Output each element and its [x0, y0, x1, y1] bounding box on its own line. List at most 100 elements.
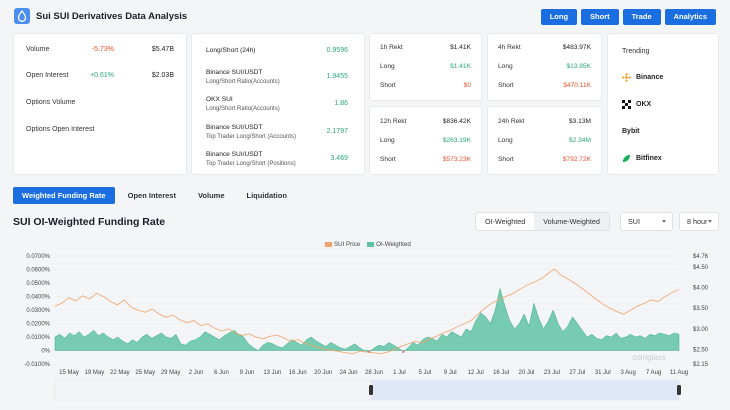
- header-nav: Long Short Trade Analytics: [540, 9, 716, 25]
- tab-open-interest[interactable]: Open Interest: [127, 191, 176, 200]
- rekt-total: $483.97K: [562, 44, 591, 51]
- x-tick-label: 7 Aug: [646, 370, 661, 376]
- exchange-name: OKX: [636, 100, 652, 108]
- short-button[interactable]: Short: [581, 9, 619, 25]
- open-interest-label: Open Interest: [26, 72, 69, 79]
- ratio-value: 0.9596: [326, 47, 348, 54]
- ratio-row: OKX SUI Long/Short Ratio(Accounts) 1.86: [206, 96, 348, 116]
- x-tick-label: 31 Jul: [595, 370, 611, 376]
- rekt-long-row: Long $263.19K: [380, 137, 471, 147]
- ratio-sublabel: Top Trader Long/Short (Accounts): [206, 134, 297, 140]
- rekt-total-row: 1h Rekt $1.41K: [380, 44, 471, 54]
- chart-tabs: Weighted Funding Rate Open Interest Volu…: [13, 187, 296, 204]
- rekt-short-value: $470.11K: [563, 82, 591, 89]
- x-tick-label: 27 Jul: [569, 370, 585, 376]
- symbol-select[interactable]: SUI: [620, 212, 673, 231]
- oi-weighted-option[interactable]: OI-Weighted: [476, 213, 535, 230]
- rekt-short-label: Short: [498, 82, 514, 89]
- long-button[interactable]: Long: [540, 9, 578, 25]
- volume-weighted-option[interactable]: Volume-Weighted: [543, 217, 600, 226]
- y-left-tick-label: 0.0100%: [26, 335, 50, 341]
- volume-label: Volume: [26, 46, 50, 53]
- y-left-tick-label: -0.0100%: [24, 362, 50, 368]
- ratio-sublabel: Long/Short Ratio(Accounts): [206, 106, 280, 112]
- rekt-short-row: Short $792.72K: [498, 156, 591, 166]
- page-title: Sui SUI Derivatives Data Analysis: [36, 11, 188, 22]
- tab-liquidation[interactable]: Liquidation: [246, 191, 287, 200]
- x-tick-label: 20 Jun: [314, 370, 332, 376]
- interval-select[interactable]: 8 hour: [679, 212, 719, 231]
- chart-legend: SUI Price OI-Weighted: [325, 241, 411, 248]
- exchange-bitfinex[interactable]: Bitfinex: [622, 152, 662, 164]
- rekt-total: $1.41K: [450, 44, 471, 51]
- y-right-tick-label: $2.50: [693, 348, 709, 354]
- range-handle-left: [369, 385, 373, 395]
- rekt-short-label: Short: [380, 82, 396, 89]
- x-tick-label: 13 Jun: [263, 370, 281, 376]
- rekt-1h-card: 1h Rekt $1.41K Long $1.41K Short $0: [369, 33, 482, 101]
- ratio-sublabel: Top Trader Long/Short (Positions): [206, 161, 296, 167]
- rekt-long-row: Long $13.85K: [498, 63, 591, 73]
- analytics-button[interactable]: Analytics: [664, 9, 716, 25]
- exchange-binance[interactable]: Binance: [621, 71, 663, 83]
- ratio-value: 1.9455: [326, 73, 348, 80]
- rekt-title: 24h Rekt: [498, 118, 525, 125]
- rekt-short-label: Short: [380, 156, 396, 163]
- volume-value: $5.47B: [151, 46, 174, 53]
- ratio-value: 3.469: [330, 155, 348, 162]
- rekt-total-row: 12h Rekt $836.42K: [380, 118, 471, 128]
- rekt-short-row: Short $573.23K: [380, 156, 471, 166]
- ratio-sublabel: Long/Short Ratio(Accounts): [206, 79, 280, 85]
- volume-change: -5.73%: [91, 46, 114, 53]
- y-left-tick-label: 0%: [41, 349, 50, 355]
- page-header: Sui SUI Derivatives Data Analysis Long S…: [14, 8, 716, 28]
- trending-title: Trending: [622, 48, 650, 55]
- legend-item-oi[interactable]: OI-Weighted: [367, 241, 411, 248]
- rekt-long-label: Long: [498, 137, 513, 144]
- rekt-total: $3.13M: [569, 118, 591, 125]
- x-tick-label: 3 Aug: [620, 370, 635, 376]
- legend-item-price[interactable]: SUI Price: [325, 241, 360, 248]
- x-tick-label: 9 Jul: [444, 370, 457, 376]
- y-left-tick-label: 0.0200%: [26, 322, 50, 328]
- section-title: SUI OI-Weighted Funding Rate: [13, 216, 166, 228]
- weighting-toggle: OI-Weighted Volume-Weighted: [475, 212, 610, 231]
- symbol-value: SUI: [628, 217, 640, 226]
- exchange-okx[interactable]: OKX: [622, 98, 651, 110]
- ratio-label: OKX SUI: [206, 96, 233, 103]
- rekt-long-row: Long $2.34M: [498, 137, 591, 147]
- interval-value: 8 hour: [687, 217, 708, 226]
- tab-volume[interactable]: Volume: [197, 191, 225, 200]
- options-oi-row: Options Open Interest: [26, 126, 174, 136]
- funding-rate-chart[interactable]: 0.0700% 0.0600% 0.0500% 0.0400% 0.0300% 0.020…: [13, 238, 717, 408]
- tab-weighted-funding-rate[interactable]: Weighted Funding Rate: [13, 187, 115, 204]
- y-left-tick-label: 0.0600%: [26, 268, 50, 274]
- options-volume-label: Options Volume: [26, 99, 76, 106]
- rekt-long-value: $1.41K: [450, 63, 471, 70]
- trade-button[interactable]: Trade: [622, 9, 661, 25]
- watermark-text: coinglass: [632, 353, 665, 362]
- x-tick-label: 1 Jul: [393, 370, 406, 376]
- range-selection: [371, 380, 679, 400]
- rekt-12h-card: 12h Rekt $836.42K Long $263.19K Short $5…: [369, 106, 482, 175]
- open-interest-value: $2.03B: [151, 72, 174, 79]
- range-handle-right: [677, 385, 681, 395]
- rekt-short-value: $792.72K: [562, 156, 591, 163]
- negative-rate-point: [402, 350, 405, 354]
- rekt-long-label: Long: [380, 63, 395, 70]
- x-tick-label: 15 May: [59, 370, 79, 376]
- rekt-long-label: Long: [380, 137, 395, 144]
- y-right-tick-label: $4.76: [693, 254, 709, 260]
- rekt-title: 12h Rekt: [380, 118, 407, 125]
- rekt-total: $836.42K: [442, 118, 471, 125]
- rekt-short-value: $573.23K: [442, 156, 471, 163]
- legend-swatch: [325, 242, 332, 247]
- x-tick-label: 20 Jul: [518, 370, 534, 376]
- ratio-value: 2.1797: [326, 128, 348, 135]
- y-right-tick-label: $4.00: [693, 285, 709, 291]
- rekt-short-row: Short $0: [380, 82, 471, 92]
- legend-label: OI-Weighted: [376, 241, 411, 248]
- exchange-bybit[interactable]: Bybit: [622, 125, 640, 137]
- rekt-long-value: $263.19K: [442, 137, 471, 144]
- ratio-row: Long/Short (24h) 0.9596: [206, 47, 348, 59]
